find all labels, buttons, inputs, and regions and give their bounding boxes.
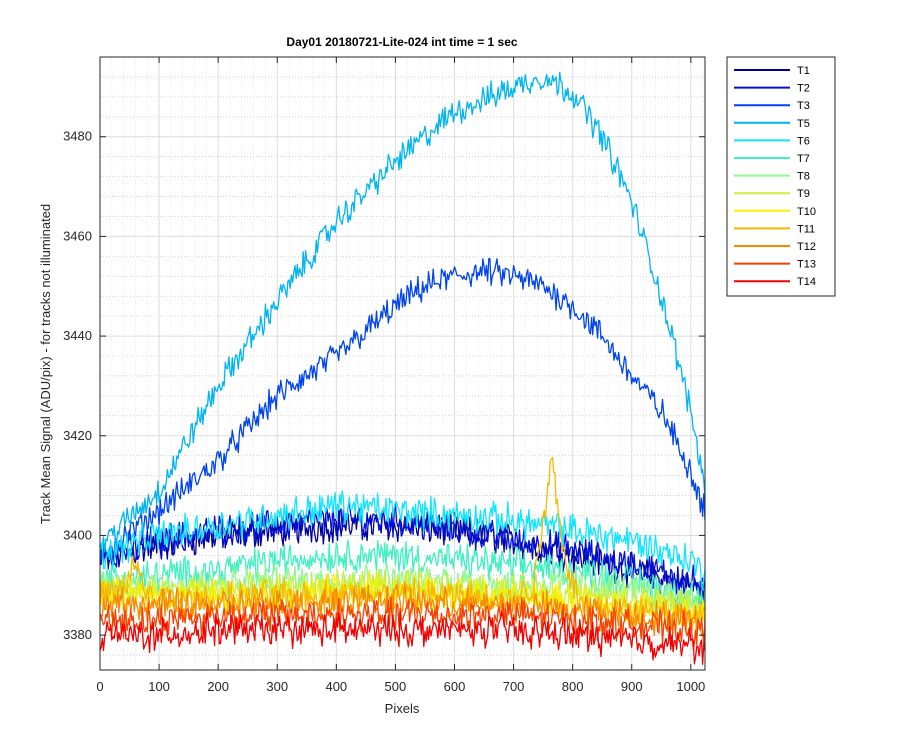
series-line-t12 xyxy=(99,581,706,644)
y-tick-label: 3380 xyxy=(63,627,92,642)
series-line-t11 xyxy=(99,456,706,634)
legend-label-t5: T5 xyxy=(797,118,810,130)
axis-ticks xyxy=(99,57,705,670)
y-tick-label: 3460 xyxy=(63,228,92,243)
x-tick-label: 700 xyxy=(503,679,525,694)
legend-label-t9: T9 xyxy=(797,188,810,200)
legend-label-t14: T14 xyxy=(797,276,816,288)
x-tick-label: 300 xyxy=(266,679,288,694)
legend-items: T1 T2 T3 T5 T6 T7 T8 T9 T10 T11 T12 T13 T14 xyxy=(734,65,816,288)
series-lines xyxy=(99,71,706,665)
legend-label-t3: T3 xyxy=(797,100,810,112)
legend-label-t10: T10 xyxy=(797,206,816,218)
x-tick-label: 500 xyxy=(385,679,407,694)
legend-label-t11: T11 xyxy=(797,223,815,235)
legend-label-t7: T7 xyxy=(797,153,810,165)
legend-label-t2: T2 xyxy=(797,83,810,95)
chart-title: Day01 20180721-Lite-024 int time = 1 sec xyxy=(286,35,517,49)
y-tick-label: 3400 xyxy=(63,527,92,542)
plot-frame xyxy=(99,56,706,671)
y-tick-label: 3480 xyxy=(63,129,92,144)
y-tick-label: 3440 xyxy=(63,328,92,343)
x-tick-label: 600 xyxy=(444,679,466,694)
series-line-t6 xyxy=(99,490,706,591)
x-tick-label: 200 xyxy=(207,679,229,694)
y-tick-label: 3420 xyxy=(63,428,92,443)
legend-label-t13: T13 xyxy=(797,259,816,271)
series-line-t3 xyxy=(99,257,706,561)
y-axis-label: Track Mean Signal (ADU/pix) - for tracks… xyxy=(38,204,53,524)
legend-label-t6: T6 xyxy=(797,135,810,147)
series-line-t5 xyxy=(99,71,706,553)
x-tick-label: 1000 xyxy=(676,679,705,694)
y-tick-labels: 3380 3400 3420 3440 3460 3480 xyxy=(63,129,92,642)
series-line-t14 xyxy=(99,611,706,665)
x-tick-label: 800 xyxy=(562,679,584,694)
x-tick-label: 400 xyxy=(325,679,347,694)
x-tick-labels: 0 100 200 300 400 500 600 700 800 900 1000 xyxy=(96,679,705,694)
legend-label-t12: T12 xyxy=(797,241,816,253)
plot-area xyxy=(100,57,705,670)
legend-label-t1: T1 xyxy=(797,65,810,77)
x-axis-label: Pixels xyxy=(385,701,420,716)
x-tick-label: 0 xyxy=(96,679,103,694)
legend-label-t8: T8 xyxy=(797,171,810,183)
x-tick-label: 100 xyxy=(148,679,170,694)
x-tick-label: 900 xyxy=(621,679,643,694)
legend: T1 T2 T3 T5 T6 T7 T8 T9 T10 T11 T12 T13 T14 xyxy=(726,56,836,297)
